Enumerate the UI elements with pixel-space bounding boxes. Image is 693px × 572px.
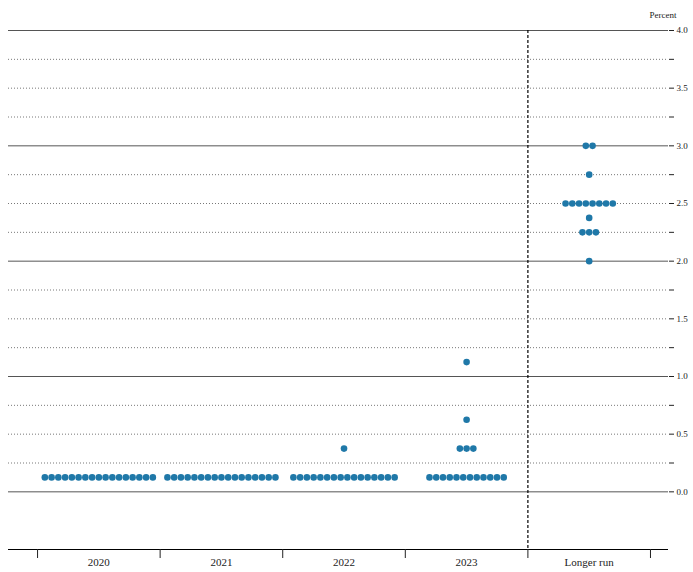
svg-text:2020: 2020 bbox=[88, 556, 111, 568]
svg-text:2023: 2023 bbox=[456, 556, 479, 568]
svg-text:1.5: 1.5 bbox=[677, 314, 689, 324]
svg-text:4.0: 4.0 bbox=[677, 25, 689, 35]
svg-text:3.0: 3.0 bbox=[677, 141, 689, 151]
svg-text:0.0: 0.0 bbox=[677, 487, 689, 497]
svg-text:2021: 2021 bbox=[210, 556, 232, 568]
svg-text:0.5: 0.5 bbox=[677, 429, 689, 439]
svg-text:2.5: 2.5 bbox=[677, 198, 689, 208]
svg-text:1.0: 1.0 bbox=[677, 371, 689, 381]
svg-text:Longer run: Longer run bbox=[565, 556, 615, 568]
svg-text:2.0: 2.0 bbox=[677, 256, 689, 266]
svg-text:2022: 2022 bbox=[333, 556, 355, 568]
svg-text:3.5: 3.5 bbox=[677, 83, 689, 93]
svg-text:Percent: Percent bbox=[650, 10, 677, 20]
